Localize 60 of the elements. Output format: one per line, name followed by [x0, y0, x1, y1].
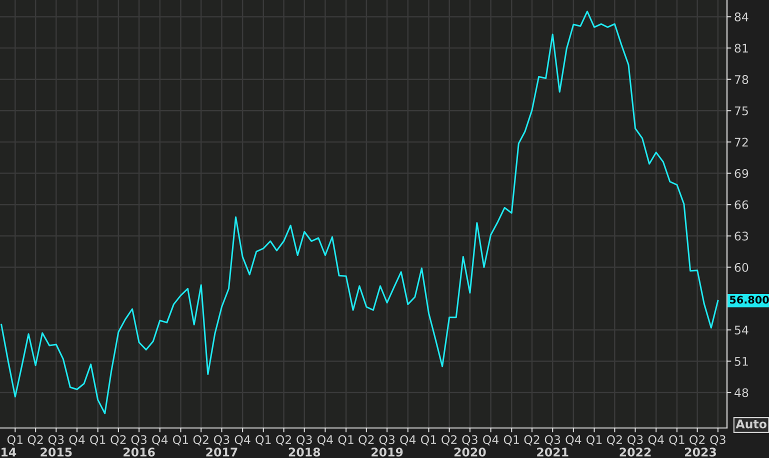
- x-tick-label: Q2: [358, 435, 374, 446]
- x2-tick-label: 2022: [620, 448, 651, 457]
- x-tick-label: Q2: [524, 435, 540, 446]
- y-tick-label: 81: [734, 44, 748, 53]
- x-tick-label: Q3: [214, 435, 230, 446]
- x-tick-label: Q2: [28, 435, 43, 446]
- y-tick-label: 60: [734, 262, 748, 272]
- x-tick-label: Q4: [648, 435, 664, 446]
- line-series: [0, 10, 719, 414]
- x-tick-label: Q1: [420, 435, 436, 446]
- x-tick-label: Q1: [338, 435, 354, 446]
- x-tick-label: Q1: [90, 435, 106, 446]
- x-tick-label: Q3: [710, 435, 726, 446]
- x2-tick-label: 2023: [685, 448, 716, 457]
- x-tick-label: Q1: [256, 435, 271, 446]
- y-tick-label: 69: [734, 169, 748, 178]
- x-tick-label: Q3: [296, 435, 312, 446]
- x2-tick-label: 14: [2, 448, 16, 456]
- x-tick-label: Q4: [152, 435, 168, 446]
- x-tick-label: Q3: [379, 435, 395, 446]
- text: Auto: [736, 420, 766, 428]
- x-tick-label: Q1: [586, 435, 602, 446]
- x-tick-label: Q1: [172, 435, 188, 446]
- x-tick-label: Q2: [442, 435, 457, 446]
- x2-tick-label: 2021: [537, 448, 568, 457]
- y-tick-label: 48: [734, 388, 748, 398]
- x2-tick-label: 2020: [454, 448, 486, 457]
- x-tick-label: Q2: [110, 435, 126, 446]
- x-tick-label: Q3: [628, 435, 643, 446]
- x-tick-label: Q4: [317, 435, 333, 446]
- x-tick-label: Q1: [669, 435, 684, 446]
- x-tick-label: Q4: [69, 435, 85, 446]
- y-tick-label: 84: [734, 12, 748, 22]
- x-tick-label: Q2: [193, 435, 208, 446]
- y-tick-label: 54: [734, 326, 748, 335]
- x-tick-label: Q3: [131, 435, 147, 446]
- x2-tick-label: 2015: [40, 448, 72, 457]
- y-tick-label: 75: [734, 106, 748, 116]
- x-tick-label: Q2: [690, 435, 705, 446]
- x-tick-label: Q4: [400, 435, 416, 446]
- x-tick-label: Q4: [234, 435, 250, 446]
- x-tick-label: Q1: [7, 435, 22, 446]
- y-tick-label: 72: [734, 138, 748, 146]
- y-tick-label: 63: [734, 232, 748, 241]
- x2-tick-label: 2019: [372, 448, 403, 457]
- x-tick-label: Q4: [566, 435, 582, 446]
- x-tick-label: Q2: [606, 435, 622, 446]
- y-tick-label: 51: [734, 357, 748, 366]
- annotation: 56.800: [730, 296, 769, 304]
- x2-tick-label: 2016: [124, 448, 155, 457]
- x-tick-label: Q3: [48, 435, 64, 446]
- y-tick-label: 66: [734, 200, 748, 210]
- x-tick-label: Q3: [462, 435, 478, 446]
- x2-tick-label: 2017: [206, 448, 238, 457]
- y-tick-label: 78: [734, 75, 748, 84]
- x-tick-label: Q1: [504, 435, 519, 446]
- x-tick-label: Q3: [544, 435, 560, 446]
- x-tick-label: Q4: [483, 435, 499, 446]
- x-tick-label: Q2: [276, 435, 291, 446]
- x2-tick-label: 2018: [288, 448, 320, 457]
